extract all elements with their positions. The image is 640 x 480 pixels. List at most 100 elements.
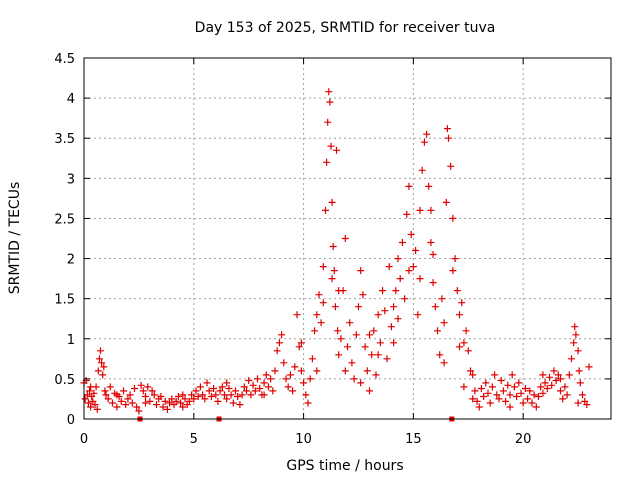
data-point <box>458 299 466 307</box>
data-point <box>565 371 573 379</box>
data-point <box>563 391 571 399</box>
data-point <box>267 375 275 383</box>
data-point <box>477 385 485 392</box>
data-point <box>368 351 376 359</box>
data-point <box>416 206 424 214</box>
data-point <box>205 387 213 395</box>
data-point <box>174 393 182 400</box>
data-point <box>449 267 457 275</box>
data-point <box>539 389 547 397</box>
data-point <box>361 343 369 351</box>
data-point <box>574 399 582 407</box>
data-point <box>329 243 337 250</box>
data-point <box>372 371 380 379</box>
data-point <box>168 395 176 403</box>
data-point <box>557 387 564 395</box>
data-point <box>104 395 112 403</box>
data-point <box>271 367 279 375</box>
y-tick-label: 2.5 <box>54 212 75 227</box>
data-point <box>201 395 209 403</box>
data-point <box>420 138 428 146</box>
data-point <box>212 391 220 399</box>
data-point <box>366 331 373 339</box>
data-point <box>407 231 415 238</box>
data-point <box>385 263 393 271</box>
data-point <box>225 385 233 392</box>
data-point <box>559 395 567 403</box>
data-point <box>405 182 413 190</box>
data-point <box>311 327 319 335</box>
data-point <box>370 327 378 335</box>
data-point <box>210 385 218 392</box>
data-point <box>335 351 343 359</box>
data-point <box>214 397 222 405</box>
data-point <box>570 339 578 347</box>
data-point <box>83 391 91 399</box>
data-point <box>297 339 305 347</box>
data-point <box>541 379 549 387</box>
data-point <box>229 399 237 407</box>
data-point <box>317 319 325 327</box>
data-point <box>502 397 510 405</box>
data-point <box>535 393 542 400</box>
data-point <box>150 391 158 399</box>
data-point <box>480 393 488 400</box>
data-point <box>451 255 459 263</box>
data-point <box>260 379 268 387</box>
plot-area-frame <box>83 57 612 420</box>
data-point <box>381 307 389 315</box>
data-point <box>315 291 323 299</box>
data-point <box>275 339 283 347</box>
data-point <box>546 373 553 381</box>
data-point <box>126 391 134 399</box>
data-point <box>207 393 215 400</box>
data-point <box>194 393 202 400</box>
data-point <box>269 387 277 395</box>
data-point <box>322 206 329 214</box>
data-point <box>218 383 226 391</box>
data-point <box>331 303 339 311</box>
data-point <box>469 395 477 403</box>
data-point <box>396 275 404 283</box>
data-point <box>236 401 244 409</box>
data-point <box>148 387 156 395</box>
data-point <box>434 327 441 335</box>
data-point <box>571 323 579 331</box>
data-point <box>585 363 593 371</box>
data-point <box>515 379 523 387</box>
data-point <box>153 401 160 409</box>
data-point <box>460 383 468 391</box>
data-point <box>273 347 281 355</box>
data-point <box>456 343 463 351</box>
data-point <box>161 397 169 405</box>
data-point <box>341 235 349 242</box>
data-point <box>348 359 356 367</box>
data-point <box>196 383 204 391</box>
data-point <box>163 405 171 413</box>
data-point <box>256 385 264 392</box>
data-point <box>429 279 437 287</box>
data-point <box>223 379 231 387</box>
data-point <box>247 391 255 399</box>
data-point <box>376 339 384 347</box>
data-point <box>227 391 235 399</box>
data-point <box>97 347 104 355</box>
data-point <box>192 387 200 395</box>
data-point <box>517 389 525 397</box>
data-point <box>101 387 109 395</box>
axis-ticks: 0 0.5 1 1.5 2 2.5 3 3.5 4 4.5 0 5 10 15 20 <box>54 52 611 447</box>
data-point <box>99 371 107 379</box>
data-point <box>443 125 451 133</box>
data-point <box>484 389 492 397</box>
data-point <box>90 389 98 397</box>
data-point <box>243 387 250 395</box>
data-point <box>401 295 409 303</box>
data-points <box>80 88 593 422</box>
data-point <box>464 347 472 355</box>
y-tick-label: 2 <box>67 253 75 268</box>
data-point <box>357 379 365 387</box>
data-point <box>325 88 333 96</box>
data-point <box>297 367 305 375</box>
chart-title: Day 153 of 2025, SRMTID for receiver tuv… <box>195 20 496 36</box>
data-point <box>232 387 239 395</box>
